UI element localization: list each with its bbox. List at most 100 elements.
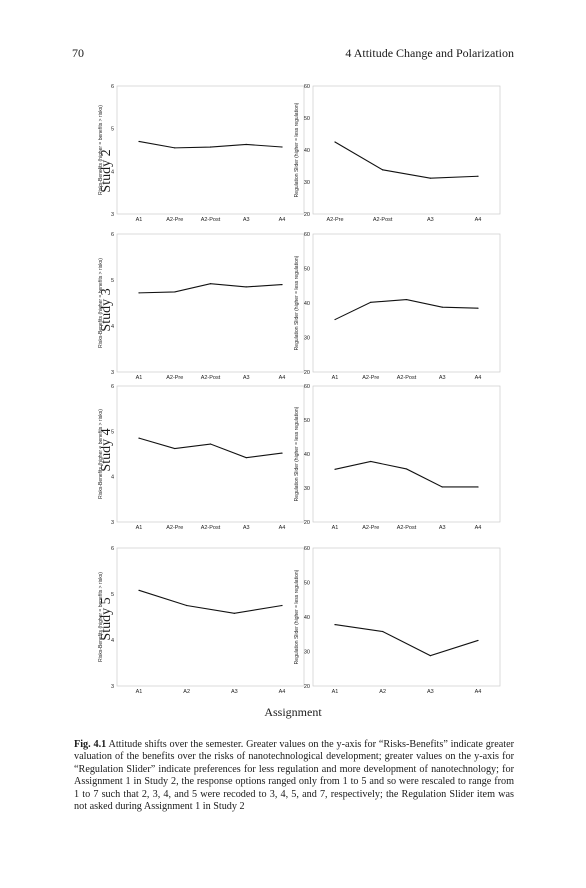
data-point: [281, 604, 283, 607]
panel-frame: [116, 385, 305, 523]
panel-s5-reg: 20 30 40 50 60 A1 A2 A3 A4 Regulation Slider (hig…: [294, 546, 501, 695]
data-point: [405, 298, 408, 301]
y-tick-label: 4: [111, 638, 114, 644]
series-line: [334, 298, 479, 321]
data-point: [477, 175, 479, 177]
data-point: [334, 141, 336, 143]
panel-s2-rb: 3 4 5 6 A1 A2-Pre A2-Post A3 A4 Risks-Benefits (h…: [98, 84, 305, 223]
x-tick-label: A2-Post: [397, 375, 417, 381]
y-tick-label: 4: [111, 475, 114, 481]
x-tick-label: A2-Post: [201, 375, 221, 381]
data-point: [281, 146, 283, 148]
panel-frame: [312, 233, 501, 373]
y-tick-label: 20: [304, 520, 310, 526]
x-tick-label: A3: [439, 525, 446, 531]
data-point: [429, 655, 431, 657]
series-line: [138, 283, 283, 294]
x-tick-label: A2: [379, 689, 386, 695]
x-tick-label: A4: [279, 689, 286, 695]
data-point: [334, 623, 336, 626]
x-tick-label: A2-Post: [373, 217, 393, 223]
y-tick-label: 50: [304, 267, 310, 273]
x-tick-label: A3: [231, 689, 238, 695]
x-tick-label: A4: [279, 217, 286, 223]
x-tick-label: A3: [243, 375, 250, 381]
data-point: [441, 486, 443, 488]
data-point: [477, 307, 479, 309]
data-point: [477, 639, 479, 642]
data-point: [174, 447, 176, 450]
panel-frame: [312, 385, 501, 523]
x-tick-label: A4: [475, 525, 482, 531]
y-axis-label: Risks-Benefits (higher = benefits > risk…: [98, 572, 104, 662]
x-tick-label: A2-Post: [397, 525, 417, 531]
data-point: [281, 284, 283, 286]
y-axis-label: Regulation Slider (higher = less regulat…: [294, 255, 300, 350]
data-point: [382, 169, 384, 171]
series-line: [138, 437, 283, 459]
data-point: [334, 468, 336, 470]
panel-frame: [116, 547, 305, 687]
x-tick-label: A2-Pre: [362, 375, 379, 381]
x-tick-label: A2-Post: [201, 525, 221, 531]
data-point: [138, 589, 140, 591]
y-axis-label: Risks-Benefits (higher = benefits > risk…: [98, 409, 104, 499]
x-tick-label: A3: [427, 689, 434, 695]
y-tick-label: 50: [304, 116, 310, 122]
y-tick-label: 60: [304, 232, 310, 238]
y-tick-label: 30: [304, 486, 310, 492]
y-tick-label: 20: [304, 370, 310, 376]
data-point: [245, 143, 247, 146]
data-point: [174, 147, 176, 149]
y-tick-label: 3: [111, 370, 114, 376]
y-tick-label: 4: [111, 169, 114, 175]
y-tick-label: 30: [304, 650, 310, 656]
data-point: [174, 291, 176, 293]
y-tick-label: 20: [304, 212, 310, 218]
y-tick-label: 3: [111, 212, 114, 218]
panel-frame: [116, 233, 305, 373]
data-point: [429, 177, 431, 179]
x-tick-label: A1: [136, 375, 143, 381]
series-line: [138, 589, 283, 614]
x-tick-label: A2-Pre: [166, 375, 183, 381]
data-point: [382, 630, 384, 633]
series-line: [334, 460, 478, 488]
x-tick-label: A2-Pre: [362, 525, 379, 531]
caption-label: Fig. 4.1: [74, 739, 107, 750]
x-tick-label: A3: [243, 217, 250, 223]
y-tick-label: 40: [304, 148, 310, 154]
y-tick-label: 6: [111, 384, 114, 390]
y-tick-label: 40: [304, 301, 310, 307]
data-point: [334, 318, 336, 321]
y-tick-label: 6: [111, 84, 114, 90]
y-axis-label: Risks-Benefits (higher = benefits > risk…: [98, 258, 104, 348]
panel-s4-reg: 20 30 40 50 60 A1 A2-Pre A2-Post A3 A4 Regulation …: [294, 384, 501, 531]
x-tick-label: A4: [279, 375, 286, 381]
y-axis-label: Risks-Benefits (higher = benefits > risk…: [98, 105, 104, 195]
x-tick-label: A1: [332, 689, 339, 695]
y-tick-label: 30: [304, 336, 310, 342]
y-tick-label: 5: [111, 127, 114, 133]
x-tick-label: A2-Pre: [166, 217, 183, 223]
y-tick-label: 20: [304, 684, 310, 690]
panel-s5-rb: 3 4 5 6 A1 A2 A3 A4 Risks-Benefits (higher = ben…: [98, 546, 305, 695]
panel-frame: [312, 547, 501, 687]
data-point: [370, 301, 372, 303]
y-tick-label: 40: [304, 452, 310, 458]
x-tick-label: A3: [427, 217, 434, 223]
x-tick-label: A3: [243, 525, 250, 531]
panel-s2-reg: 20 30 40 50 60 A2-Pre A2-Post A3 A4 Regulation Sl…: [294, 84, 501, 223]
series-line: [334, 141, 479, 179]
x-tick-label: A4: [279, 525, 286, 531]
y-axis-label: Regulation Slider (higher = less regulat…: [294, 406, 300, 501]
data-point: [281, 452, 283, 454]
x-tick-label: A1: [136, 217, 143, 223]
y-tick-label: 30: [304, 180, 310, 186]
y-tick-label: 50: [304, 581, 310, 587]
y-tick-label: 60: [304, 384, 310, 390]
data-point: [370, 460, 372, 463]
data-point: [245, 286, 247, 288]
data-point: [209, 443, 212, 445]
